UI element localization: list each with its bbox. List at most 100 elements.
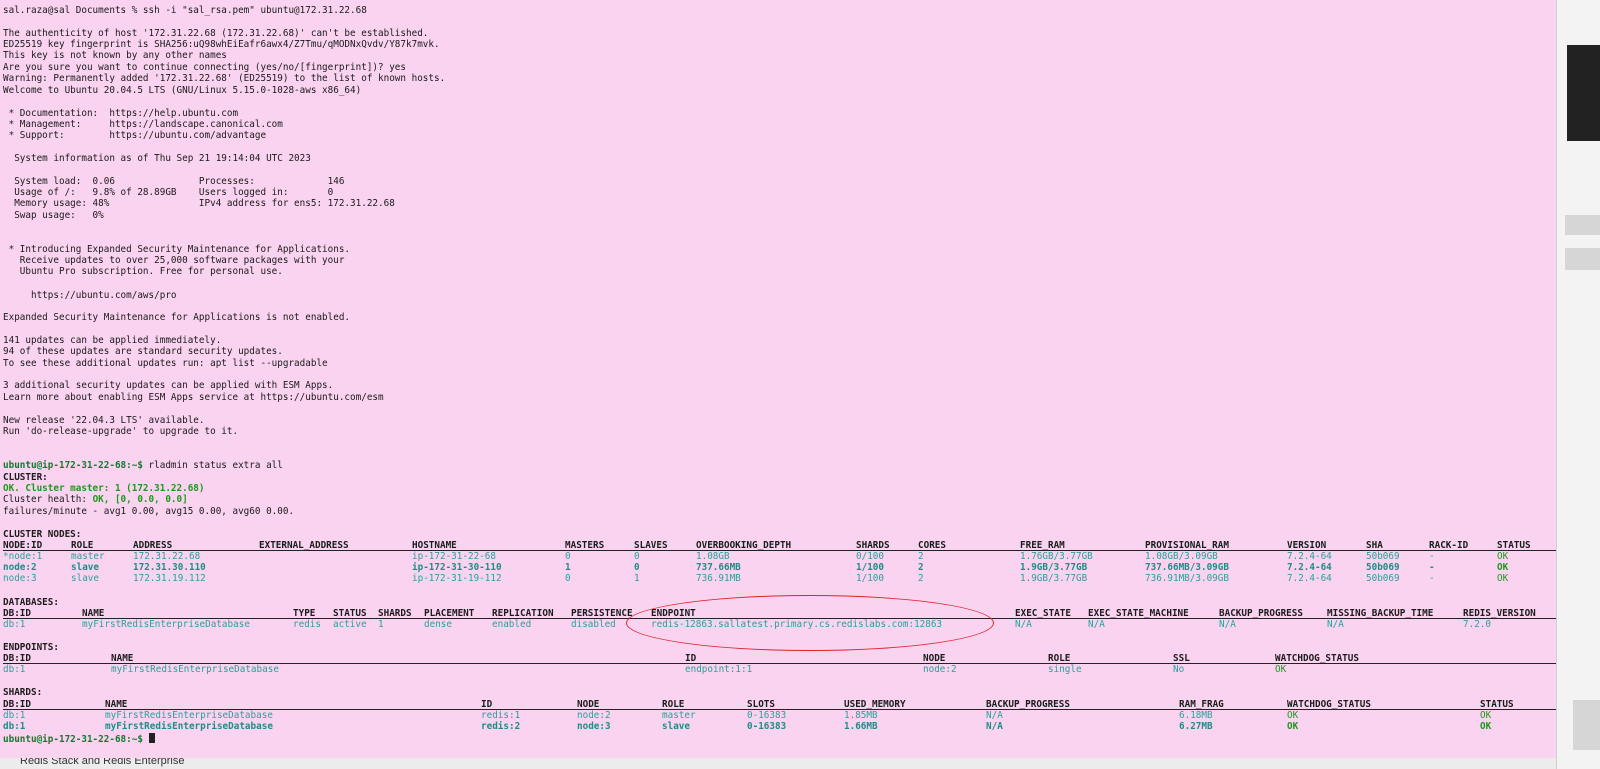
cell-backup-progress: N/A: [986, 710, 1003, 721]
cell-free-ram: 1.76GB/3.77GB: [1020, 551, 1093, 562]
text-cursor: [148, 733, 155, 743]
col-header: DB:ID: [3, 699, 31, 710]
col-header: REPLICATION: [492, 608, 554, 619]
background-window-fragment: [1565, 215, 1600, 235]
cell-masters: 1: [565, 562, 571, 573]
col-header: SSL: [1173, 653, 1190, 664]
col-header: ROLE: [71, 540, 94, 551]
esm-apps-line: 3 additional security updates can be app…: [3, 380, 334, 391]
cell-status: OK: [1480, 710, 1492, 721]
cell-shard-id: redis:1: [481, 710, 521, 721]
rladmin-command: rladmin status extra all: [142, 460, 283, 471]
sysinfo-line: Memory usage: 48% IPv4 address for ens5:…: [3, 198, 395, 209]
col-header: VERSION: [1287, 540, 1327, 551]
cell-cores: 2: [918, 573, 924, 584]
cell-shards: 1: [378, 619, 384, 630]
esm-intro-line: Ubuntu Pro subscription. Free for person…: [3, 266, 283, 277]
release-line: Run 'do-release-upgrade' to upgrade to i…: [3, 426, 239, 437]
cell-shards: 1/100: [856, 562, 884, 573]
cell-used-memory: 1.66MB: [844, 721, 878, 732]
cell-shards: 0/100: [856, 551, 884, 562]
command-line: ubuntu@ip-172-31-22-68:~$ rladmin status…: [3, 460, 283, 471]
failures-line: failures/minute - avg1 0.00, avg15 0.00,…: [3, 506, 295, 517]
endpoint-highlight-ellipse: [626, 595, 994, 651]
header-divider: [3, 709, 1581, 710]
col-header: STATUS: [333, 608, 367, 619]
terminal-window[interactable]: sal.raza@sal Documents % ssh -i "sal_rsa…: [0, 0, 1588, 758]
cell-role: master: [662, 710, 696, 721]
cell-role: slave: [71, 562, 99, 573]
shell-prompt: ubuntu@ip-172-31-22-68:~$: [3, 460, 143, 471]
cell-watchdog-status: OK: [1287, 710, 1299, 721]
col-header: PERSISTENCE: [571, 608, 633, 619]
col-header: RAM_FRAG: [1179, 699, 1224, 710]
col-header: ID: [685, 653, 697, 664]
cell-overbooking: 1.08GB: [696, 551, 730, 562]
sysinfo-line: System load: 0.06 Processes: 146: [3, 176, 345, 187]
sysinfo-line: Swap usage: 0%: [3, 210, 104, 221]
col-header: DB:ID: [3, 608, 31, 619]
cell-masters: 0: [565, 551, 571, 562]
cell-shards: 1/100: [856, 573, 884, 584]
col-header: RACK-ID: [1429, 540, 1469, 551]
sysinfo-header: System information as of Thu Sep 21 19:1…: [3, 153, 311, 164]
col-header: SHA: [1366, 540, 1383, 551]
cell-db-name: myFirstRedisEnterpriseDatabase: [105, 710, 273, 721]
cell-rack-id: -: [1429, 573, 1435, 584]
cell-backup-progress: N/A: [986, 721, 1003, 732]
cell-address: 172.31.30.110: [133, 562, 206, 573]
cell-type: redis: [293, 619, 321, 630]
cell-hostname: ip-172-31-30-110: [412, 562, 502, 573]
col-header: NODE: [577, 699, 600, 710]
cell-provisional-ram: 736.91MB/3.09GB: [1145, 573, 1229, 584]
cell-endpoint-id: endpoint:1:1: [685, 664, 753, 675]
col-header: SHARDS: [378, 608, 412, 619]
col-header: EXTERNAL_ADDRESS: [259, 540, 349, 551]
cell-version: 7.2.4-64: [1287, 562, 1332, 573]
cell-exec-state: N/A: [1015, 619, 1032, 630]
cell-hostname: ip-172-31-19-112: [412, 573, 502, 584]
esm-status: Expanded Security Maintenance for Applic…: [3, 312, 351, 323]
col-header: NODE:ID: [3, 540, 43, 551]
col-header: NODE: [923, 653, 946, 664]
background-window-fragment: [1565, 248, 1600, 270]
link-line: * Documentation: https://help.ubuntu.com: [3, 108, 239, 119]
cell-rack-id: -: [1429, 551, 1435, 562]
updates-line: 141 updates can be applied immediately.: [3, 335, 222, 346]
cell-address: 172.31.19.112: [133, 573, 206, 584]
cell-overbooking: 737.66MB: [696, 562, 741, 573]
col-header: EXEC_STATE: [1015, 608, 1071, 619]
col-header: REDIS_VERSION: [1463, 608, 1536, 619]
link-line: * Management: https://landscape.canonica…: [3, 119, 283, 130]
cell-provisional-ram: 737.66MB/3.09GB: [1145, 562, 1229, 573]
col-header: ADDRESS: [133, 540, 173, 551]
cell-missing-backup-time: N/A: [1327, 619, 1344, 630]
cell-role: slave: [662, 721, 690, 732]
cell-free-ram: 1.9GB/3.77GB: [1020, 573, 1088, 584]
cell-watchdog-status: OK: [1287, 721, 1299, 732]
col-header: STATUS: [1480, 699, 1514, 710]
col-header: SHARDS: [856, 540, 890, 551]
cluster-master-status: OK. Cluster master: 1 (172.31.22.68): [3, 483, 205, 494]
databases-label: DATABASES:: [3, 597, 59, 608]
final-prompt-line[interactable]: ubuntu@ip-172-31-22-68:~$: [3, 733, 155, 745]
cell-exec-state-machine: N/A: [1088, 619, 1105, 630]
col-header: SLAVES: [634, 540, 668, 551]
endpoints-label: ENDPOINTS:: [3, 642, 59, 653]
cell-version: 7.2.4-64: [1287, 551, 1332, 562]
col-header: NAME: [82, 608, 105, 619]
scrollbar-thumb[interactable]: [1573, 700, 1600, 750]
cell-slaves: 0: [634, 551, 640, 562]
cell-provisional-ram: 1.08GB/3.09GB: [1145, 551, 1218, 562]
login-line: Are you sure you want to continue connec…: [3, 62, 406, 73]
login-line: Warning: Permanently added '172.31.22.68…: [3, 73, 446, 84]
col-header: NAME: [111, 653, 134, 664]
cell-node-id: node:3: [3, 573, 37, 584]
col-header: SLOTS: [747, 699, 775, 710]
cell-free-ram: 1.9GB/3.77GB: [1020, 562, 1088, 573]
cell-used-memory: 1.85MB: [844, 710, 878, 721]
col-header: NAME: [105, 699, 128, 710]
cell-db-name: myFirstRedisEnterpriseDatabase: [111, 664, 279, 675]
col-header: PLACEMENT: [424, 608, 475, 619]
cell-node-id: *node:1: [3, 551, 43, 562]
